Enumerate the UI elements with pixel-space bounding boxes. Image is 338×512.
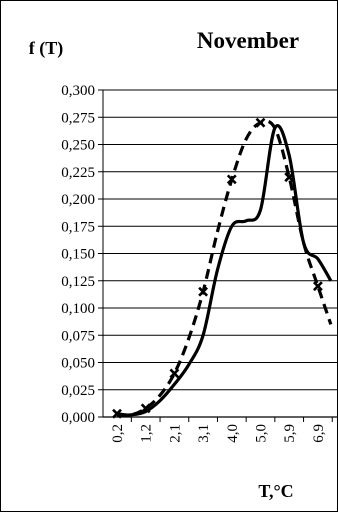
- series-marker: [284, 172, 295, 183]
- y-tick-label: 0,300: [61, 83, 95, 99]
- series-marker: [255, 117, 266, 128]
- y-tick-label: 0,175: [61, 219, 95, 235]
- y-tick-label: 0,100: [61, 301, 95, 317]
- x-tick-label: 5,0: [254, 424, 270, 443]
- x-tick-label: 0,2: [110, 424, 126, 443]
- x-tick-label: 5,9: [282, 424, 298, 443]
- chart-title: November: [197, 28, 299, 53]
- axis-layer: [98, 89, 338, 422]
- series-layer: [116, 119, 333, 417]
- series-marker: [112, 408, 122, 419]
- series-dashed-line: [116, 119, 333, 417]
- y-tick-label: 0,275: [61, 110, 95, 126]
- series-marker: [226, 174, 237, 185]
- y-tick-label: 0,250: [61, 138, 95, 154]
- y-tick-label: 0,000: [61, 410, 95, 426]
- x-tick-label: 3,1: [196, 424, 212, 443]
- x-tick-labels: 0,2 1,2 2,1 3,1 4,0 5,0 5,9 6,9: [110, 424, 327, 443]
- y-tick-label: 0,225: [61, 165, 95, 181]
- x-tick-label: 6,9: [311, 424, 327, 443]
- y-tick-label: 0,025: [61, 383, 95, 399]
- y-axis-label: f (T): [29, 38, 64, 59]
- x-tick-label: 4,0: [225, 424, 241, 443]
- x-tick-label: 2,1: [167, 424, 183, 443]
- series-marker: [140, 403, 151, 414]
- y-tick-label: 0,150: [61, 247, 95, 263]
- y-tick-label: 0,125: [61, 274, 95, 290]
- y-tick-label: 0,075: [61, 328, 95, 344]
- series-marker: [312, 281, 323, 292]
- y-tick-label: 0,050: [61, 356, 95, 372]
- x-tick-label: 1,2: [139, 424, 155, 443]
- series-marker: [198, 286, 209, 297]
- x-axis-label: T,°C: [258, 481, 293, 501]
- marker-layer: [112, 117, 323, 419]
- y-tick-label: 0,200: [61, 192, 95, 208]
- y-tick-labels: 0,000 0,025 0,050 0,075 0,100 0,125 0,150 0,175…: [61, 83, 95, 426]
- series-solid-line: [116, 124, 333, 417]
- series-marker: [169, 368, 180, 379]
